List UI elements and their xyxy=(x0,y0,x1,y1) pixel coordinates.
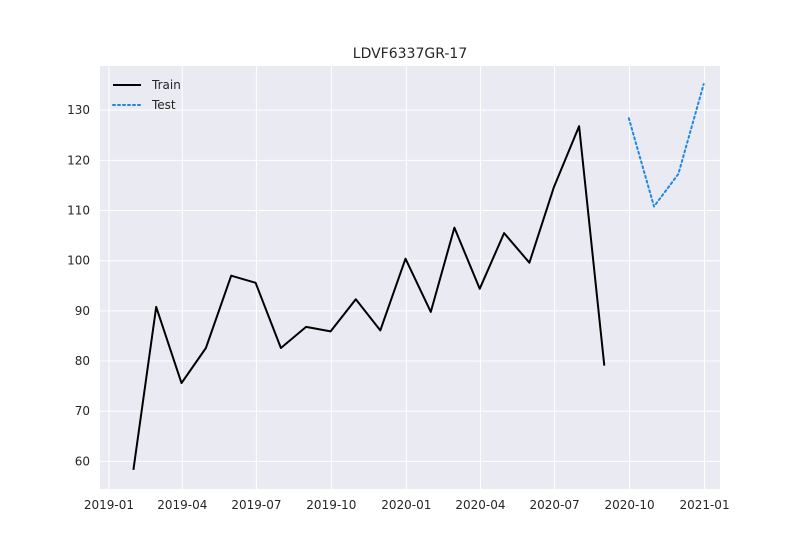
x-tick-label: 2019-07 xyxy=(231,498,281,512)
y-tick-label: 120 xyxy=(67,153,90,167)
y-tick-label: 60 xyxy=(75,454,90,468)
x-tick-label: 2021-01 xyxy=(679,498,729,512)
legend-label-test: Test xyxy=(151,98,176,112)
x-tick-label: 2020-10 xyxy=(604,498,654,512)
y-tick-label: 130 xyxy=(67,103,90,117)
x-tick-label: 2020-07 xyxy=(530,498,580,512)
y-tick-label: 90 xyxy=(75,304,90,318)
x-tick-label: 2020-01 xyxy=(381,498,431,512)
x-tick-label: 2019-04 xyxy=(157,498,207,512)
x-tick-label: 2020-04 xyxy=(455,498,505,512)
y-tick-label: 100 xyxy=(67,254,90,268)
y-tick-label: 110 xyxy=(67,204,90,218)
x-tick-label: 2019-01 xyxy=(84,498,134,512)
chart-title: LDVF6337GR-17 xyxy=(353,46,467,62)
y-tick-label: 70 xyxy=(75,404,90,418)
x-axis-ticks: 2019-01 2019-04 2019-07 2019-10 2020-01 2020-… xyxy=(84,498,730,512)
plot-area xyxy=(100,66,720,489)
x-tick-label: 2019-10 xyxy=(306,498,356,512)
legend-label-train: Train xyxy=(151,78,181,92)
y-tick-label: 80 xyxy=(75,354,90,368)
